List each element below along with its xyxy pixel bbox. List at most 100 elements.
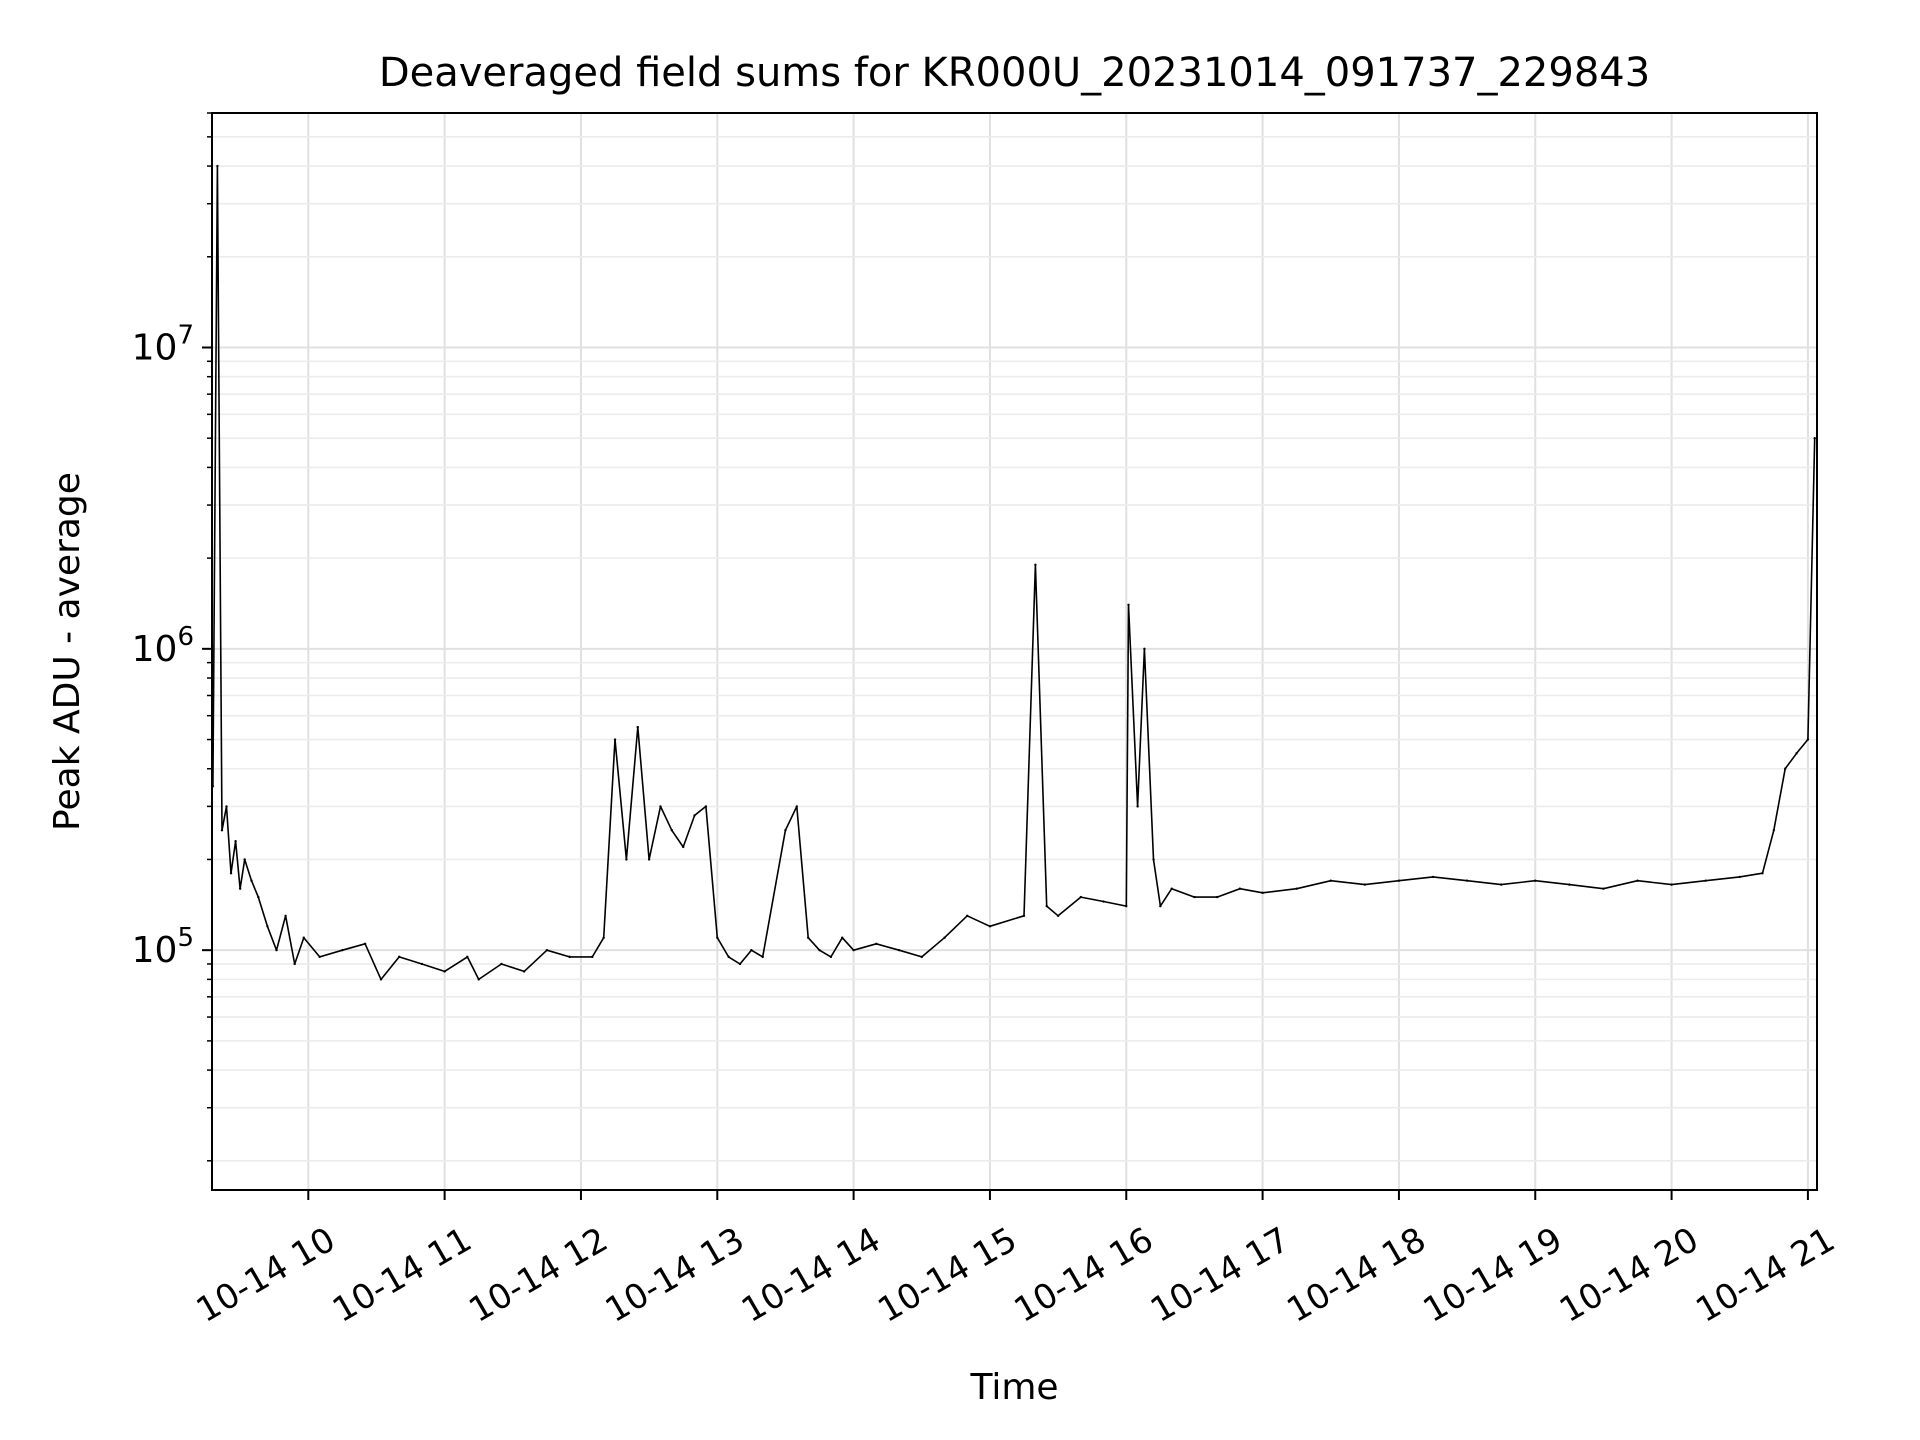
series-line bbox=[212, 165, 1816, 981]
data-point bbox=[636, 725, 639, 729]
data-point bbox=[966, 914, 969, 918]
data-point bbox=[1783, 767, 1787, 770]
data-point bbox=[591, 955, 594, 959]
data-point bbox=[1431, 875, 1435, 879]
y-tick-label-exponent: 6 bbox=[177, 622, 194, 652]
data-point bbox=[795, 805, 799, 808]
data-point bbox=[220, 829, 224, 832]
data-point bbox=[363, 942, 367, 945]
data-point bbox=[761, 955, 764, 959]
data-point bbox=[897, 948, 901, 952]
data-point bbox=[522, 970, 526, 973]
data-point bbox=[1772, 829, 1776, 832]
data-point bbox=[988, 925, 992, 928]
data-point bbox=[243, 858, 246, 861]
data-point bbox=[1136, 805, 1139, 808]
data-point bbox=[1034, 563, 1037, 567]
data-point bbox=[1568, 883, 1571, 886]
data-point bbox=[302, 936, 305, 939]
data-point bbox=[443, 970, 446, 973]
data-point bbox=[1170, 887, 1173, 890]
data-point bbox=[693, 814, 696, 817]
data-point bbox=[1261, 891, 1264, 895]
data-point bbox=[1670, 883, 1673, 886]
data-point bbox=[738, 962, 742, 966]
data-point bbox=[1329, 879, 1332, 882]
data-point bbox=[602, 936, 605, 939]
data-point bbox=[818, 948, 821, 952]
data-point bbox=[318, 955, 321, 959]
data-point bbox=[420, 962, 424, 966]
y-tick-label-base: 10 bbox=[132, 327, 178, 368]
data-point bbox=[216, 164, 219, 168]
data-point bbox=[1152, 858, 1155, 861]
data-point bbox=[1159, 904, 1162, 908]
data-point bbox=[293, 962, 296, 966]
data-point bbox=[829, 955, 833, 959]
data-point bbox=[750, 948, 753, 952]
data-point bbox=[1125, 904, 1128, 908]
data-point bbox=[806, 936, 810, 939]
data-point bbox=[1215, 895, 1219, 899]
data-point bbox=[1127, 603, 1130, 606]
data-point bbox=[1295, 887, 1298, 890]
data-point bbox=[1499, 883, 1503, 886]
data-point bbox=[943, 936, 946, 939]
y-tick-label: 107 bbox=[132, 320, 194, 368]
data-point bbox=[625, 858, 628, 861]
y-tick-label-exponent: 7 bbox=[177, 320, 194, 350]
data-point bbox=[341, 948, 344, 952]
data-point bbox=[670, 829, 674, 832]
series-layer bbox=[211, 164, 1816, 981]
data-point bbox=[250, 879, 253, 882]
y-tick-label-exponent: 5 bbox=[177, 923, 194, 953]
data-point bbox=[852, 948, 855, 952]
y-tick-label: 106 bbox=[132, 622, 194, 670]
data-point bbox=[920, 955, 923, 959]
data-point bbox=[1534, 879, 1537, 882]
data-point bbox=[500, 962, 503, 966]
data-point bbox=[266, 925, 269, 928]
data-point bbox=[568, 955, 571, 959]
data-point bbox=[1636, 879, 1639, 882]
y-axis-label: Peak ADU - average bbox=[47, 472, 88, 831]
data-point bbox=[397, 955, 401, 959]
data-point bbox=[682, 845, 685, 849]
data-point bbox=[257, 895, 260, 899]
data-point bbox=[1045, 904, 1048, 908]
data-point bbox=[1761, 872, 1764, 875]
data-point bbox=[1704, 879, 1707, 882]
data-point bbox=[234, 839, 237, 843]
data-point bbox=[875, 942, 878, 945]
data-point bbox=[1022, 914, 1026, 918]
data-point bbox=[841, 936, 844, 939]
x-axis-label: Time bbox=[969, 1367, 1058, 1408]
data-point bbox=[1056, 914, 1060, 918]
data-point bbox=[1465, 879, 1469, 882]
data-point bbox=[716, 936, 719, 939]
data-point bbox=[613, 738, 617, 741]
data-point bbox=[727, 955, 730, 959]
data-point bbox=[659, 805, 662, 808]
data-point bbox=[1102, 900, 1105, 903]
data-point bbox=[284, 914, 287, 918]
grid bbox=[212, 112, 1817, 1190]
data-point bbox=[1738, 875, 1741, 879]
data-point bbox=[1193, 895, 1196, 899]
data-point bbox=[229, 872, 233, 875]
data-point bbox=[704, 805, 708, 808]
data-point bbox=[1143, 647, 1146, 651]
data-point bbox=[379, 978, 383, 981]
data-point bbox=[466, 955, 469, 959]
plot-frame bbox=[211, 112, 1818, 1191]
data-point bbox=[225, 805, 228, 808]
data-point bbox=[1079, 895, 1083, 899]
y-tick-label-base: 10 bbox=[132, 629, 178, 670]
data-point bbox=[545, 948, 549, 952]
data-point bbox=[1397, 879, 1401, 882]
data-point bbox=[477, 978, 480, 981]
data-point bbox=[1363, 883, 1367, 886]
